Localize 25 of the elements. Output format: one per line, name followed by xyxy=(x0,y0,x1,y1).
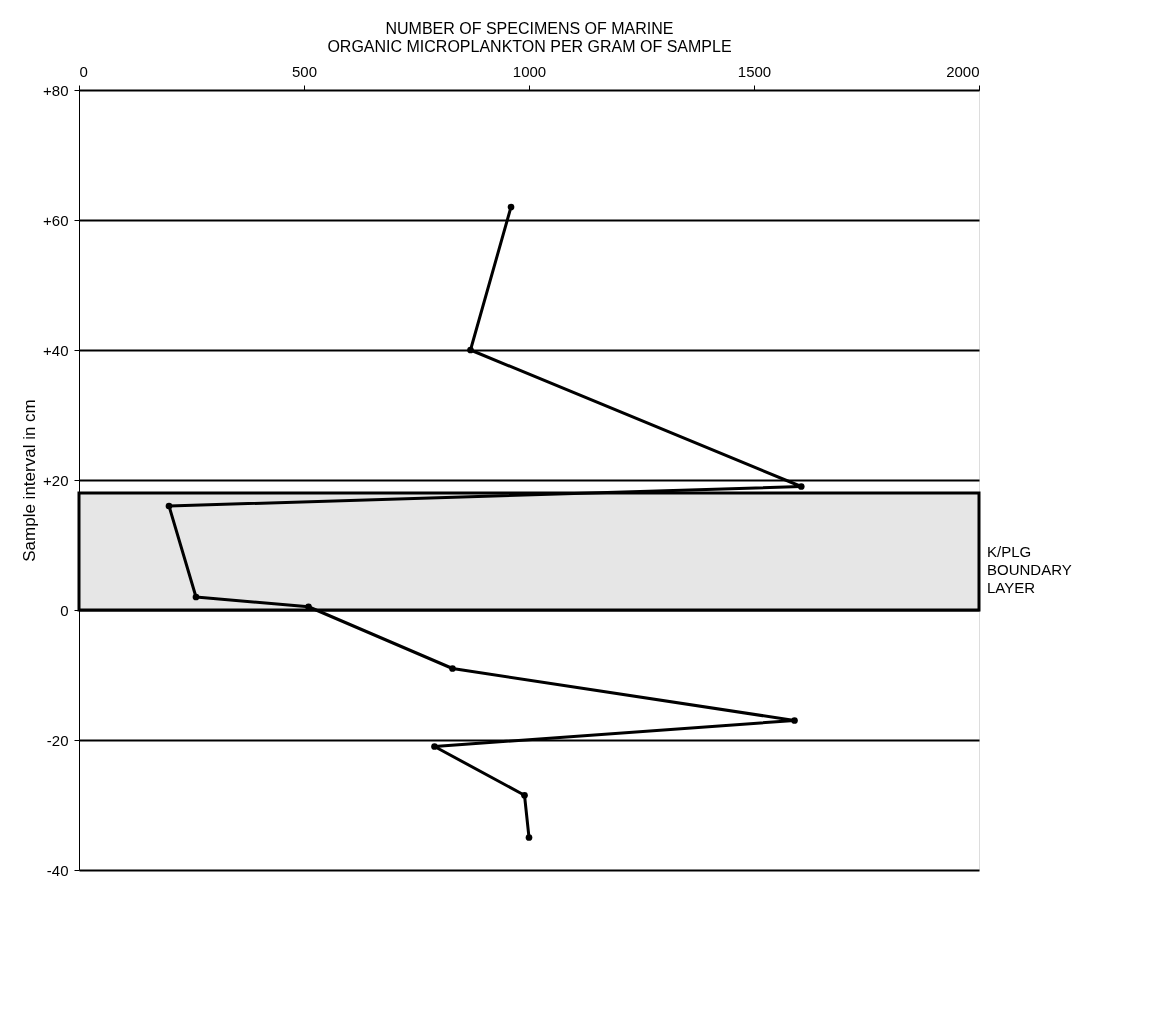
x-tick-label: 2000 xyxy=(946,62,980,80)
y-tick-label: +20 xyxy=(43,471,69,489)
x-axis-title: NUMBER OF SPECIMENS OF MARINE ORGANIC MICROPLANKTON PER GRAM OF SAMPLE xyxy=(327,19,732,55)
point xyxy=(449,665,456,672)
x-tick-label: 1500 xyxy=(737,62,772,80)
band-label: K/PLG BOUNDARY LAYER xyxy=(987,542,1072,596)
y-tick-label: +60 xyxy=(43,211,69,229)
point xyxy=(791,717,798,724)
y-tick-label: 0 xyxy=(60,601,69,619)
point xyxy=(797,483,805,490)
y-tick-label: -40 xyxy=(46,861,69,879)
point xyxy=(525,834,533,841)
point xyxy=(431,743,438,750)
point xyxy=(521,791,528,799)
y-tick-label: +40 xyxy=(43,341,69,359)
point xyxy=(165,502,173,510)
y-tick-label: +80 xyxy=(43,81,69,99)
point xyxy=(507,203,515,211)
x-tick-label: 500 xyxy=(291,62,318,80)
x-tick-label: 0 xyxy=(79,62,88,80)
point xyxy=(467,346,474,354)
y-tick-label: -20 xyxy=(46,731,69,749)
x-tick-label: 1000 xyxy=(512,62,547,80)
point xyxy=(192,593,200,601)
y-axis-title: Sample interval in cm xyxy=(20,399,40,562)
